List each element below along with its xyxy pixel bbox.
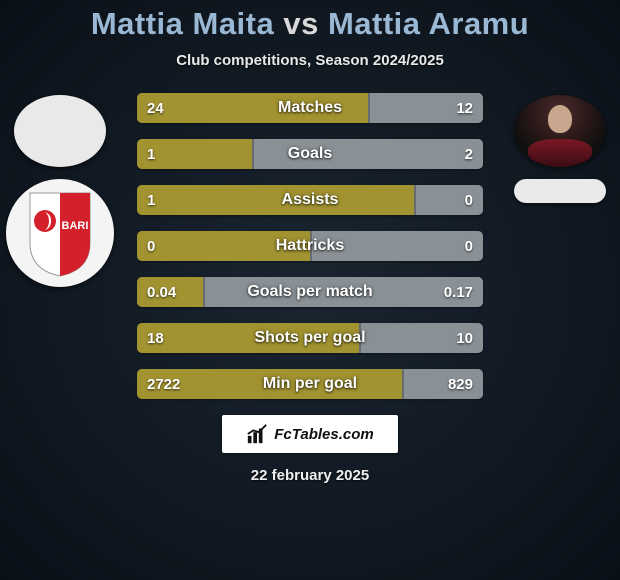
stat-row: 2722829Min per goal <box>137 369 483 399</box>
stat-bar-player1 <box>137 323 359 353</box>
stat-bar-player1 <box>137 93 368 123</box>
stat-bar-player1 <box>137 369 402 399</box>
player2-photo <box>514 95 606 167</box>
player1-slot: BARI <box>0 95 120 287</box>
comparison-stage: BARI 2412Matches 12Goals 10Assists 00Hattri… <box>0 87 620 399</box>
fctables-logo-icon <box>246 423 268 445</box>
footer-brand-text: FcTables.com <box>274 426 373 443</box>
stat-bar-player1 <box>137 277 203 307</box>
stat-bar-divider <box>368 93 370 123</box>
snapshot-date: 22 february 2025 <box>0 467 620 484</box>
stat-bar-player2 <box>414 185 483 215</box>
stat-row: 1810Shots per goal <box>137 323 483 353</box>
subtitle: Club competitions, Season 2024/2025 <box>0 52 620 69</box>
stat-bar-player1 <box>137 231 310 261</box>
stat-bar-player2 <box>310 231 483 261</box>
player1-photo-placeholder <box>14 95 106 167</box>
stat-bar-divider <box>310 231 312 261</box>
stat-bar-player1 <box>137 185 414 215</box>
player1-name: Mattia Maita <box>91 6 274 41</box>
stat-bar-player2 <box>368 93 483 123</box>
vs-separator: vs <box>283 6 318 41</box>
stat-bar-player2 <box>402 369 483 399</box>
player2-name: Mattia Aramu <box>328 6 529 41</box>
stat-row: 12Goals <box>137 139 483 169</box>
player2-club-placeholder <box>514 179 606 203</box>
svg-text:BARI: BARI <box>62 220 89 232</box>
stat-row: 00Hattricks <box>137 231 483 261</box>
footer-brand[interactable]: FcTables.com <box>222 415 398 453</box>
stat-row: 0.040.17Goals per match <box>137 277 483 307</box>
stat-bar-divider <box>402 369 404 399</box>
stat-bar-player2 <box>203 277 483 307</box>
stat-bar-divider <box>414 185 416 215</box>
stat-bar-player2 <box>252 139 483 169</box>
stat-row: 10Assists <box>137 185 483 215</box>
stat-row: 2412Matches <box>137 93 483 123</box>
stat-bar-player2 <box>359 323 483 353</box>
stat-bar-divider <box>252 139 254 169</box>
stat-bar-player1 <box>137 139 252 169</box>
stat-bars: 2412Matches 12Goals 10Assists 00Hattricks 0.… <box>137 87 483 399</box>
player1-club-badge: BARI <box>6 179 114 287</box>
stat-bar-divider <box>359 323 361 353</box>
bari-badge-icon: BARI <box>25 188 95 278</box>
comparison-title: Mattia Maita vs Mattia Aramu <box>0 0 620 42</box>
player2-slot <box>500 95 620 203</box>
stat-bar-divider <box>203 277 205 307</box>
